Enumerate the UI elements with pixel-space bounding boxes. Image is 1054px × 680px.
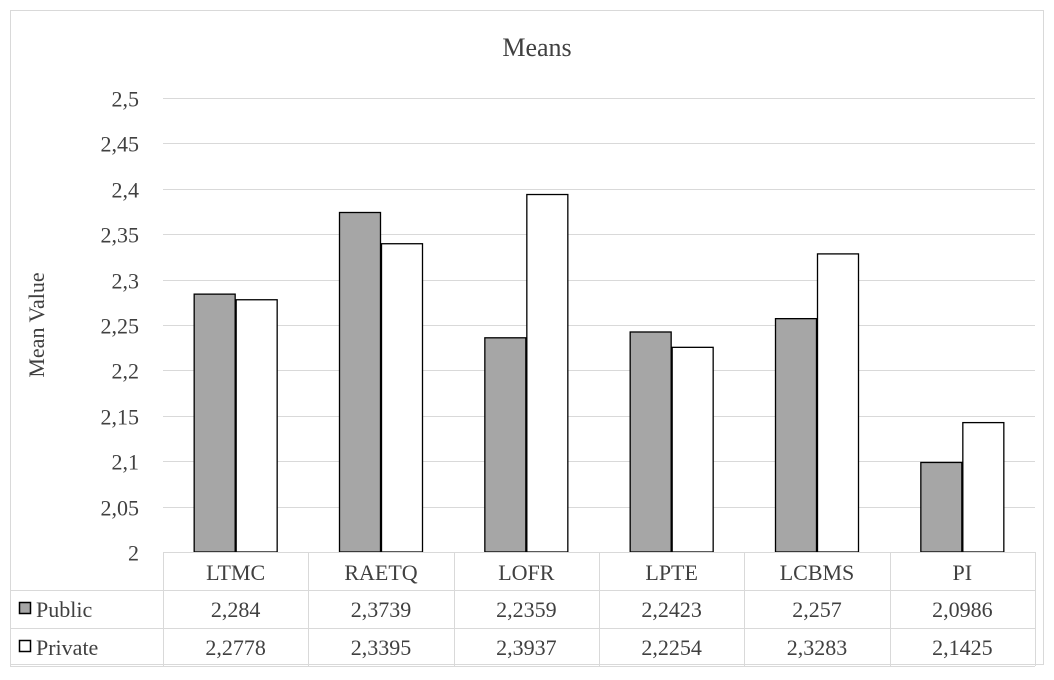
chart-title: Means [502, 33, 571, 62]
y-tick-label: 2 [128, 541, 139, 566]
gridlines [163, 98, 1035, 508]
data-label: 2,3937 [496, 635, 557, 660]
legend-key-private [18, 639, 32, 653]
bar-private-lofr [526, 193, 569, 553]
bar-public-raetq [338, 211, 382, 553]
data-label: 2,2254 [641, 635, 702, 660]
y-tick-labels: 2 2,05 2,1 2,15 2,2 2,25 2,3 2,35 2,4 2,45 2,5 [101, 87, 140, 566]
y-tick-label: 2,3 [112, 269, 140, 294]
bar-public-lofr [484, 337, 527, 553]
data-label: 2,1425 [932, 635, 993, 660]
x-tick-label: LPTE [645, 560, 698, 585]
data-table: LTMC RAETQ LOFR LPTE LCBMS PI Public 2,284 2,373… [10, 552, 1036, 667]
y-tick-label: 2,15 [101, 405, 140, 430]
data-label: 2,3739 [351, 597, 412, 622]
bar-private-raetq [380, 243, 424, 553]
bar-private-lcbms [816, 253, 860, 553]
data-label: 2,257 [792, 597, 842, 622]
y-tick-label: 2,4 [112, 178, 140, 203]
bar-private-ltmc [235, 299, 278, 553]
bars [193, 193, 1005, 553]
legend-label-public: Public [36, 597, 92, 622]
bar-public-lcbms [774, 317, 818, 553]
y-axis-label: Mean Value [24, 272, 49, 377]
x-tick-label: RAETQ [344, 560, 417, 585]
data-label: 2,3283 [787, 635, 848, 660]
legend-key-public [18, 601, 32, 615]
x-tick-label: PI [953, 560, 973, 585]
bar-public-ltmc [193, 293, 236, 553]
bar-private-pi [962, 421, 1005, 553]
data-label: 2,3395 [351, 635, 412, 660]
data-label: 2,2778 [205, 635, 266, 660]
data-label: 2,2423 [641, 597, 702, 622]
y-tick-label: 2,45 [101, 132, 140, 157]
bar-private-lpte [671, 346, 714, 553]
bar-public-lpte [629, 331, 672, 553]
legend-label-private: Private [36, 635, 98, 660]
y-tick-label: 2,5 [112, 87, 140, 112]
y-tick-label: 2,25 [101, 314, 140, 339]
y-tick-label: 2,1 [112, 450, 140, 475]
data-label: 2,284 [211, 597, 261, 622]
x-tick-label: LTMC [206, 560, 265, 585]
bar-public-pi [920, 461, 963, 553]
y-tick-label: 2,2 [112, 359, 140, 384]
x-tick-label: LOFR [498, 560, 555, 585]
x-tick-label: LCBMS [780, 560, 855, 585]
data-label: 2,2359 [496, 597, 557, 622]
data-label: 2,0986 [932, 597, 993, 622]
y-tick-label: 2,35 [101, 223, 140, 248]
y-tick-label: 2,05 [101, 496, 140, 521]
